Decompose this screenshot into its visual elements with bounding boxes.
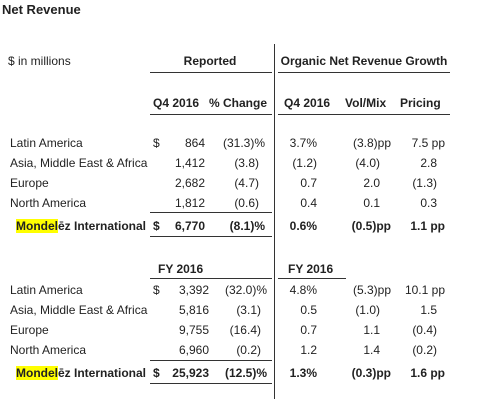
fy-row-value: 6,960: [178, 343, 209, 357]
fy-period-header: FY 2016: [158, 262, 204, 276]
brand-rest: ēz International: [58, 366, 147, 380]
q4-row-region: Europe: [10, 176, 49, 190]
q4-organic-header: Q4 2016: [284, 96, 331, 110]
q4-row-pct: (3.8): [234, 156, 259, 170]
q4-row-region: Latin America: [10, 136, 83, 150]
fy-row-organic: 0.7: [300, 323, 317, 337]
fy-organic-header: FY 2016: [288, 262, 334, 276]
q4-total-rule-top: [150, 212, 272, 213]
q4-row-pct: (0.6): [234, 196, 259, 210]
units-label: $ in millions: [8, 54, 71, 68]
section-divider: [274, 44, 275, 399]
q4-row-value: 1,812: [174, 196, 205, 210]
q4-row-region: North America: [10, 196, 87, 210]
q4-volmix-header: Vol/Mix: [345, 96, 387, 110]
organic-growth-header: Organic Net Revenue Growth: [280, 54, 448, 68]
q4-total-volmix: (0.5)pp: [351, 219, 391, 233]
q4-row-pricing: 0.3: [420, 196, 437, 210]
fy-total-pct: (12.5)%: [224, 366, 267, 380]
q4-total-currency: $: [153, 219, 160, 233]
fy-total-label: Mondelēz International: [16, 366, 146, 380]
fy-rule-left: [150, 278, 272, 279]
reported-header: Reported: [183, 54, 237, 68]
q4-row-organic: (1.2): [292, 156, 317, 170]
fy-row-pricing: 1.5: [420, 303, 437, 317]
brand-highlight: Mondel: [16, 366, 58, 380]
q4-total-value: 6,770: [174, 219, 205, 233]
q4-row-pricing: 7.5 pp: [411, 136, 445, 150]
q4-row-volmix: 2.0: [363, 176, 380, 190]
fy-total-pricing: 1.6 pp: [410, 366, 445, 380]
q4-row-pct: (31.3)%: [222, 136, 265, 150]
q4-row-pricing: 2.8: [420, 156, 437, 170]
q4-total-pricing: 1.1 pp: [410, 219, 445, 233]
fy-row-region: Asia, Middle East & Africa: [10, 303, 148, 317]
fy-row-organic: 0.5: [300, 303, 317, 317]
fy-row-volmix: (1.0): [355, 303, 380, 317]
fy-row-value: 5,816: [178, 303, 209, 317]
q4-row-region: Asia, Middle East & Africa: [10, 156, 148, 170]
q4-row-organic: 3.7%: [289, 136, 317, 150]
fy-row-pct: (0.2): [236, 343, 261, 357]
q4-total-rule-bottom: [150, 236, 272, 237]
reported-header-rule: [150, 72, 272, 73]
q4-rule-left: [150, 114, 272, 115]
fy-row-currency: $: [153, 283, 160, 297]
fy-row-region: Latin America: [10, 283, 83, 297]
fy-row-pct: (16.4): [229, 323, 261, 337]
organic-header-rule: [278, 72, 450, 73]
q4-row-pricing: (1.3): [412, 176, 437, 190]
fy-row-volmix: 1.4: [363, 343, 380, 357]
q4-row-value: 864: [184, 136, 205, 150]
fy-row-region: Europe: [10, 323, 49, 337]
q4-period-header: Q4 2016: [153, 96, 200, 110]
fy-row-volmix: 1.1: [363, 323, 380, 337]
fy-row-organic: 4.8%: [289, 283, 317, 297]
fy-row-value: 9,755: [178, 323, 209, 337]
brand-highlight: Mondel: [16, 219, 58, 233]
fy-row-pricing: (0.2): [412, 343, 437, 357]
q4-row-volmix: (4.0): [355, 156, 380, 170]
fy-total-currency: $: [153, 366, 160, 380]
fy-total-value: 25,923: [172, 366, 209, 380]
fy-total-rule-bottom: [150, 383, 272, 384]
fy-row-pricing: 10.1 pp: [404, 283, 445, 297]
q4-row-organic: 0.4: [300, 196, 317, 210]
fy-row-pct: (32.0)%: [224, 283, 267, 297]
q4-rule-right: [278, 114, 450, 115]
fy-rule-right: [278, 278, 346, 279]
fy-total-volmix: (0.3)pp: [351, 366, 391, 380]
fy-row-pct: (3.1): [236, 303, 261, 317]
q4-total-pct: (8.1)%: [229, 219, 265, 233]
fy-row-volmix: (5.3)pp: [352, 283, 391, 297]
q4-pricing-header: Pricing: [400, 96, 441, 110]
page-title: Net Revenue: [2, 2, 81, 17]
q4-pct-change-header: % Change: [209, 96, 268, 110]
fy-row-pricing: (0.4): [412, 323, 437, 337]
fy-row-value: 3,392: [178, 283, 209, 297]
fy-total-organic: 1.3%: [289, 366, 317, 380]
q4-row-pct: (4.7): [234, 176, 259, 190]
fy-row-region: North America: [10, 343, 87, 357]
q4-total-organic: 0.6%: [289, 219, 317, 233]
q4-row-organic: 0.7: [300, 176, 317, 190]
brand-rest: ēz International: [58, 219, 147, 233]
q4-row-value: 1,412: [174, 156, 205, 170]
q4-row-currency: $: [153, 136, 160, 150]
q4-row-volmix: 0.1: [363, 196, 380, 210]
q4-row-volmix: (3.8)pp: [352, 136, 391, 150]
fy-row-organic: 1.2: [300, 343, 317, 357]
q4-total-label: Mondelēz International: [16, 219, 146, 233]
fy-total-rule-top: [150, 360, 272, 361]
q4-row-value: 2,682: [174, 176, 205, 190]
